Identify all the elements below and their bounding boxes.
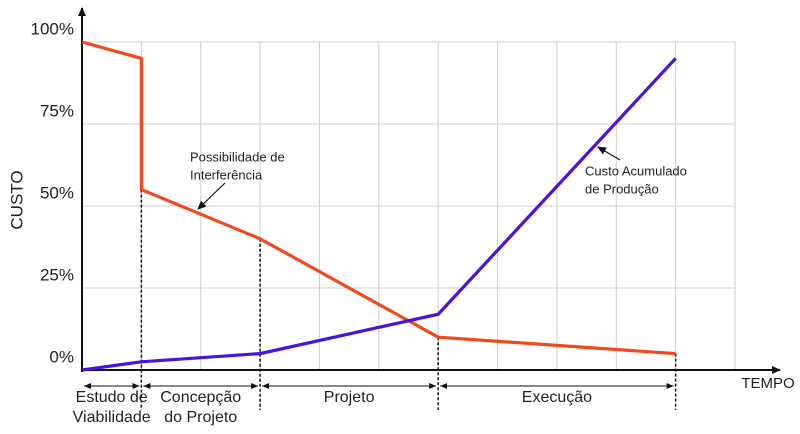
y-axis-label: CUSTO bbox=[7, 170, 26, 229]
phase-label: Concepção bbox=[160, 389, 241, 406]
phase-label: Projeto bbox=[324, 389, 375, 406]
x-axis-label: TEMPO bbox=[741, 375, 794, 392]
y-tick-label: 0% bbox=[49, 347, 74, 366]
y-tick-label: 75% bbox=[40, 101, 74, 120]
series-label: de Produção bbox=[585, 181, 659, 196]
phase-label: do Projeto bbox=[164, 409, 237, 426]
y-tick-label: 50% bbox=[40, 183, 74, 202]
series-line bbox=[81, 40, 676, 356]
phase-label: Estudo de bbox=[76, 389, 148, 406]
series-label: Interferência bbox=[190, 167, 263, 182]
y-tick-label: 100% bbox=[31, 19, 74, 38]
annotation-arrow bbox=[197, 182, 226, 210]
annotation-arrow bbox=[597, 146, 621, 161]
phase-label: Viabilidade bbox=[73, 409, 151, 426]
y-tick-label: 25% bbox=[40, 265, 74, 284]
series-label: Possibilidade de bbox=[190, 149, 285, 164]
series-label: Custo Acumulado bbox=[585, 163, 687, 178]
series-line bbox=[81, 57, 677, 372]
phase-label: Execução bbox=[522, 389, 592, 406]
